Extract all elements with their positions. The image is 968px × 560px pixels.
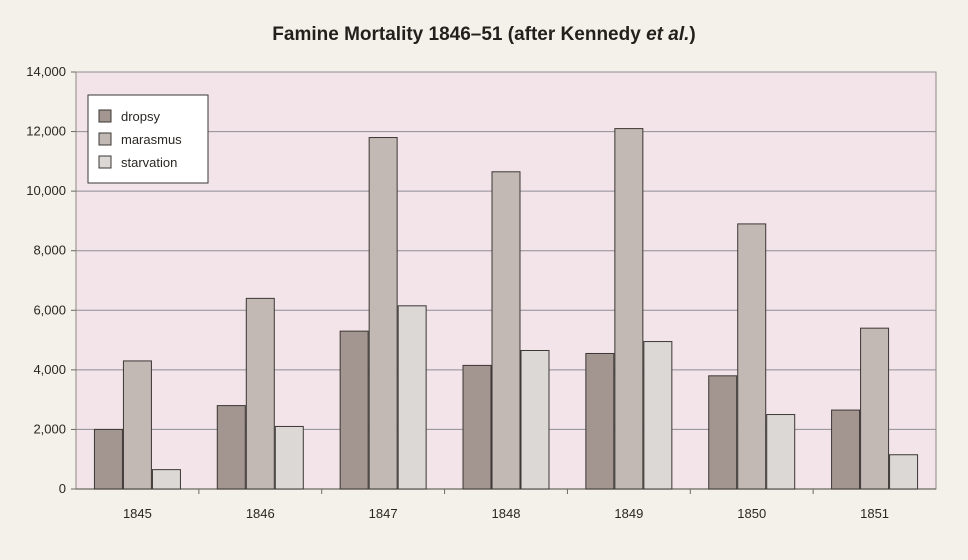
- x-tick-label: 1848: [492, 506, 521, 521]
- bar-starvation: [520, 349, 550, 490]
- bar-dropsy: [585, 352, 615, 490]
- y-tick-label: 4,000: [33, 362, 66, 377]
- legend-label-marasmus: marasmus: [121, 132, 182, 147]
- chart-title-main: Famine Mortality 1846–51 (after Kennedy: [272, 24, 641, 45]
- y-tick-label: 12,000: [26, 124, 66, 139]
- bar-marasmus: [860, 327, 890, 490]
- legend-swatch-dropsy: [98, 109, 112, 123]
- bar-marasmus: [737, 223, 767, 490]
- x-tick-label: 1851: [860, 506, 889, 521]
- bar-marasmus: [122, 360, 152, 490]
- legend-swatch-marasmus: [98, 132, 112, 146]
- x-tick-label: 1850: [737, 506, 766, 521]
- bar-starvation: [397, 305, 427, 490]
- x-tick-label: 1847: [369, 506, 398, 521]
- legend-label-starvation: starvation: [121, 155, 177, 170]
- bar-dropsy: [831, 409, 861, 490]
- chart-title: Famine Mortality 1846–51 (after Kennedy …: [0, 24, 968, 46]
- x-tick-label: 1849: [614, 506, 643, 521]
- y-tick-label: 0: [59, 481, 66, 496]
- bar-dropsy: [708, 375, 738, 490]
- y-tick-label: 6,000: [33, 302, 66, 317]
- bar-dropsy: [339, 330, 369, 490]
- bar-marasmus: [245, 297, 275, 490]
- bar-starvation: [643, 341, 673, 490]
- chart-title-italic: et al.: [646, 24, 690, 45]
- y-tick-label: 14,000: [26, 64, 66, 79]
- chart-title-end: ): [689, 24, 696, 45]
- bar-starvation: [889, 454, 919, 490]
- y-tick-label: 8,000: [33, 243, 66, 258]
- bar-starvation: [766, 414, 796, 490]
- y-tick-label: 10,000: [26, 183, 66, 198]
- bar-starvation: [274, 425, 304, 490]
- bar-dropsy: [93, 428, 123, 490]
- legend-label-dropsy: dropsy: [121, 109, 161, 124]
- bar-starvation: [151, 469, 181, 490]
- legend-swatch-starvation: [98, 155, 112, 169]
- bar-dropsy: [462, 364, 492, 490]
- bar-marasmus: [368, 137, 398, 490]
- bar-dropsy: [216, 405, 246, 490]
- bar-marasmus: [614, 128, 644, 490]
- x-tick-label: 1846: [246, 506, 275, 521]
- bar-marasmus: [491, 171, 521, 490]
- x-tick-label: 1845: [123, 506, 152, 521]
- y-tick-label: 2,000: [33, 421, 66, 436]
